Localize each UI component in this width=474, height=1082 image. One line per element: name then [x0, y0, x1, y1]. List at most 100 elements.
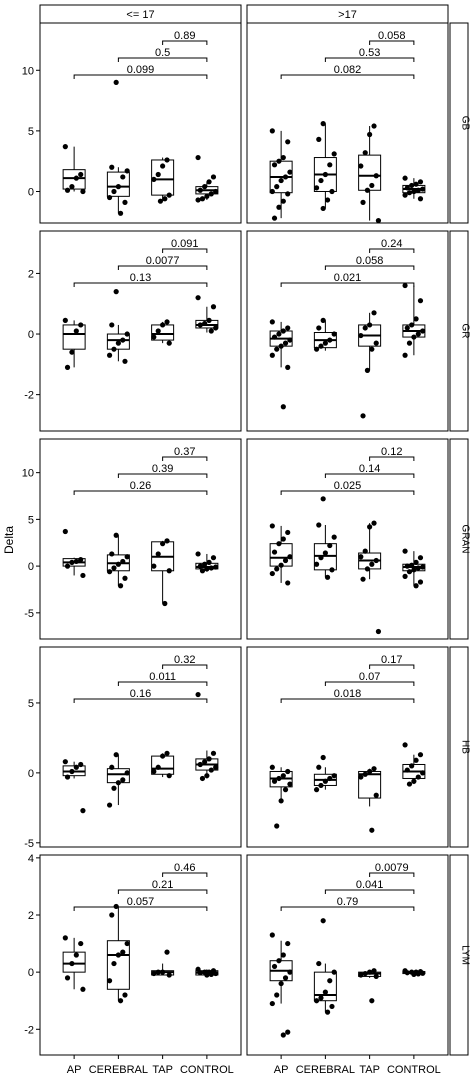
x-tick-label-cerebral: CEREBRAL	[296, 1064, 355, 1076]
data-point	[322, 989, 328, 995]
y-tick-label: 10	[22, 468, 34, 480]
data-point	[276, 541, 282, 547]
data-point	[271, 963, 278, 970]
data-point	[115, 780, 121, 786]
comparison-bracket	[162, 872, 208, 877]
data-point	[362, 325, 368, 331]
data-point	[313, 561, 320, 567]
data-point	[195, 154, 201, 161]
data-point	[413, 181, 419, 187]
data-point	[69, 184, 75, 190]
data-point	[124, 770, 130, 776]
data-point	[111, 346, 117, 352]
data-point	[111, 188, 117, 195]
data-point	[155, 969, 161, 975]
panel-gr-left: 0.091 0.0077 0.13	[39, 230, 242, 432]
data-point	[285, 529, 291, 536]
data-point	[120, 777, 126, 783]
data-point	[322, 171, 328, 178]
data-point	[285, 580, 291, 586]
comparison-cerebral-vs-control: 0.041	[324, 879, 415, 894]
data-point	[362, 970, 368, 977]
data-point	[113, 752, 119, 758]
data-point	[115, 952, 121, 958]
data-point	[362, 150, 368, 156]
data-point	[316, 764, 322, 770]
data-point	[415, 774, 421, 780]
data-point	[404, 970, 410, 976]
data-point	[155, 171, 161, 178]
p-value-label: 0.79	[337, 896, 358, 908]
p-value-label: 0.025	[334, 480, 362, 492]
data-point	[318, 555, 324, 561]
data-point	[276, 158, 282, 164]
row-strip-hb: HB	[449, 646, 471, 848]
row-strip-label: HB	[460, 740, 471, 754]
data-point	[113, 79, 119, 85]
data-point	[164, 949, 170, 955]
data-point	[373, 173, 379, 179]
data-point	[318, 177, 324, 184]
y-axis-lym: -2 0 2 4	[24, 853, 40, 1036]
data-point	[197, 970, 203, 976]
data-point	[420, 770, 426, 776]
data-point	[69, 349, 75, 355]
data-point	[73, 764, 79, 770]
panel-lym-left: 0.460.21 0.057	[39, 854, 242, 1056]
y-tick-label: 5	[28, 514, 34, 526]
data-point	[327, 542, 333, 549]
column-strip-right: >17	[246, 4, 449, 24]
data-point	[411, 567, 417, 573]
p-value-label: 0.53	[359, 47, 380, 59]
data-point	[367, 768, 373, 775]
comparison-bracket	[117, 265, 208, 270]
comparison-cerebral-vs-control: 0.39	[117, 463, 208, 478]
comparison-ap-vs-control: 0.13	[73, 272, 208, 287]
data-point	[276, 331, 282, 337]
data-point	[278, 177, 284, 184]
comparison-bracket	[324, 889, 415, 894]
data-point	[122, 992, 128, 998]
comparison-bracket	[73, 906, 208, 911]
comparison-tap-vs-control: 0.058	[369, 30, 415, 45]
p-value-label: 0.89	[174, 30, 195, 42]
data-point	[117, 998, 124, 1004]
data-point	[329, 567, 335, 573]
data-point	[364, 566, 371, 572]
data-point	[420, 970, 426, 976]
data-point	[73, 558, 79, 565]
data-point	[411, 778, 417, 784]
x-axis: AP CEREBRAL TAP CONTROL AP CEREBRAL TAP CONTROL	[67, 1055, 441, 1076]
data-point	[371, 968, 377, 974]
data-point	[208, 565, 214, 571]
row-strip-box	[449, 438, 469, 640]
data-point	[69, 768, 75, 775]
comparison-bracket	[162, 40, 208, 45]
data-point	[320, 317, 326, 323]
y-tick-label: 0	[28, 967, 34, 979]
row-strip-label: LYM	[460, 945, 471, 965]
panel-gran-right: 0.120.14 0.025	[246, 438, 449, 640]
data-point	[78, 940, 84, 947]
box-iqr	[62, 951, 86, 973]
data-point	[320, 918, 326, 924]
data-point	[313, 346, 320, 352]
data-point	[274, 184, 280, 190]
data-point	[274, 992, 280, 998]
comparison-bracket	[117, 681, 208, 686]
comparison-tap-vs-control: 0.091	[162, 238, 208, 253]
data-point	[271, 162, 278, 168]
data-point	[276, 958, 282, 964]
comparison-bracket	[73, 282, 208, 287]
comparison-bracket	[324, 265, 415, 270]
y-axis-hb: -5 0 5	[24, 698, 40, 850]
data-point	[109, 551, 115, 557]
data-point	[285, 768, 291, 775]
data-point	[117, 583, 124, 589]
data-point	[113, 289, 119, 295]
comparison-bracket	[280, 74, 415, 79]
y-tick-label: 0	[28, 561, 34, 573]
data-point	[122, 575, 128, 581]
data-point	[80, 188, 86, 195]
data-point	[269, 319, 275, 325]
